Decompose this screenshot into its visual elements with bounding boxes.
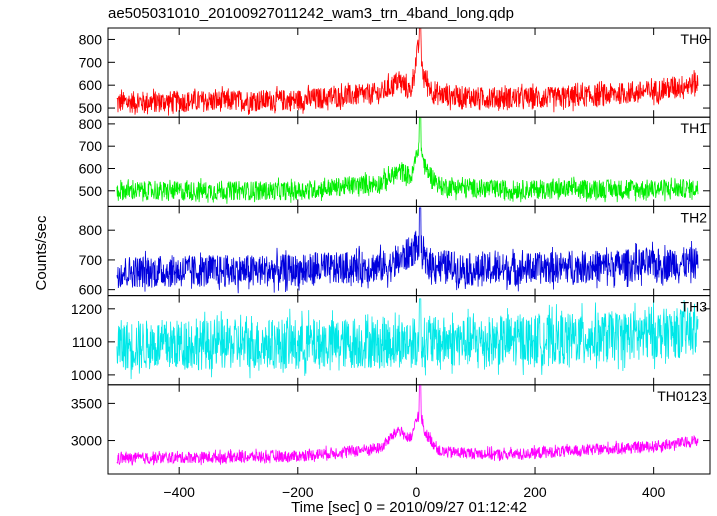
x-tick-label: −400 — [163, 484, 195, 500]
panel-label-th3: TH3 — [681, 299, 708, 315]
series-line-th2 — [116, 207, 699, 294]
y-tick-label: 600 — [79, 160, 103, 176]
x-tick-label: 0 — [413, 484, 421, 500]
series-line-th0 — [116, 28, 699, 116]
panel-label-th0: TH0 — [681, 31, 708, 47]
y-tick-label: 800 — [79, 31, 103, 47]
y-axis-label: Counts/sec — [33, 215, 50, 291]
x-tick-label: −200 — [282, 484, 314, 500]
y-tick-label: 500 — [79, 100, 103, 116]
x-axis-label: Time [sec] 0 = 2010/09/27 01:12:42 — [291, 499, 527, 516]
y-tick-label: 1200 — [71, 301, 102, 317]
panel-label-th2: TH2 — [681, 209, 708, 225]
x-tick-label: 200 — [523, 484, 547, 500]
y-tick-label: 800 — [79, 222, 103, 238]
panel-label-th1: TH1 — [681, 120, 708, 136]
x-tick-label: 400 — [642, 484, 666, 500]
y-tick-label: 500 — [79, 183, 103, 199]
series-line-th3 — [116, 298, 699, 380]
panels: 500 600 700 800 TH0 500 600 700 800 TH1 600 700 800 T… — [71, 27, 711, 500]
y-tick-label: 1100 — [72, 334, 102, 350]
y-tick-label: 700 — [79, 54, 103, 70]
y-tick-label: 800 — [79, 116, 103, 132]
series-line-th1 — [116, 117, 699, 204]
y-tick-label: 3000 — [71, 433, 102, 449]
chart-title: ae505031010_20100927011242_wam3_trn_4ban… — [108, 5, 514, 22]
series-line-th0123 — [116, 384, 699, 466]
y-tick-label: 3500 — [71, 395, 102, 411]
panel-label-th0123: TH0123 — [657, 388, 707, 404]
panel-frame — [107, 384, 711, 475]
y-tick-label: 600 — [79, 282, 103, 298]
y-tick-label: 700 — [79, 138, 103, 154]
y-tick-label: 1000 — [71, 367, 102, 383]
y-tick-label: 700 — [79, 252, 103, 268]
y-tick-label: 600 — [79, 77, 103, 93]
